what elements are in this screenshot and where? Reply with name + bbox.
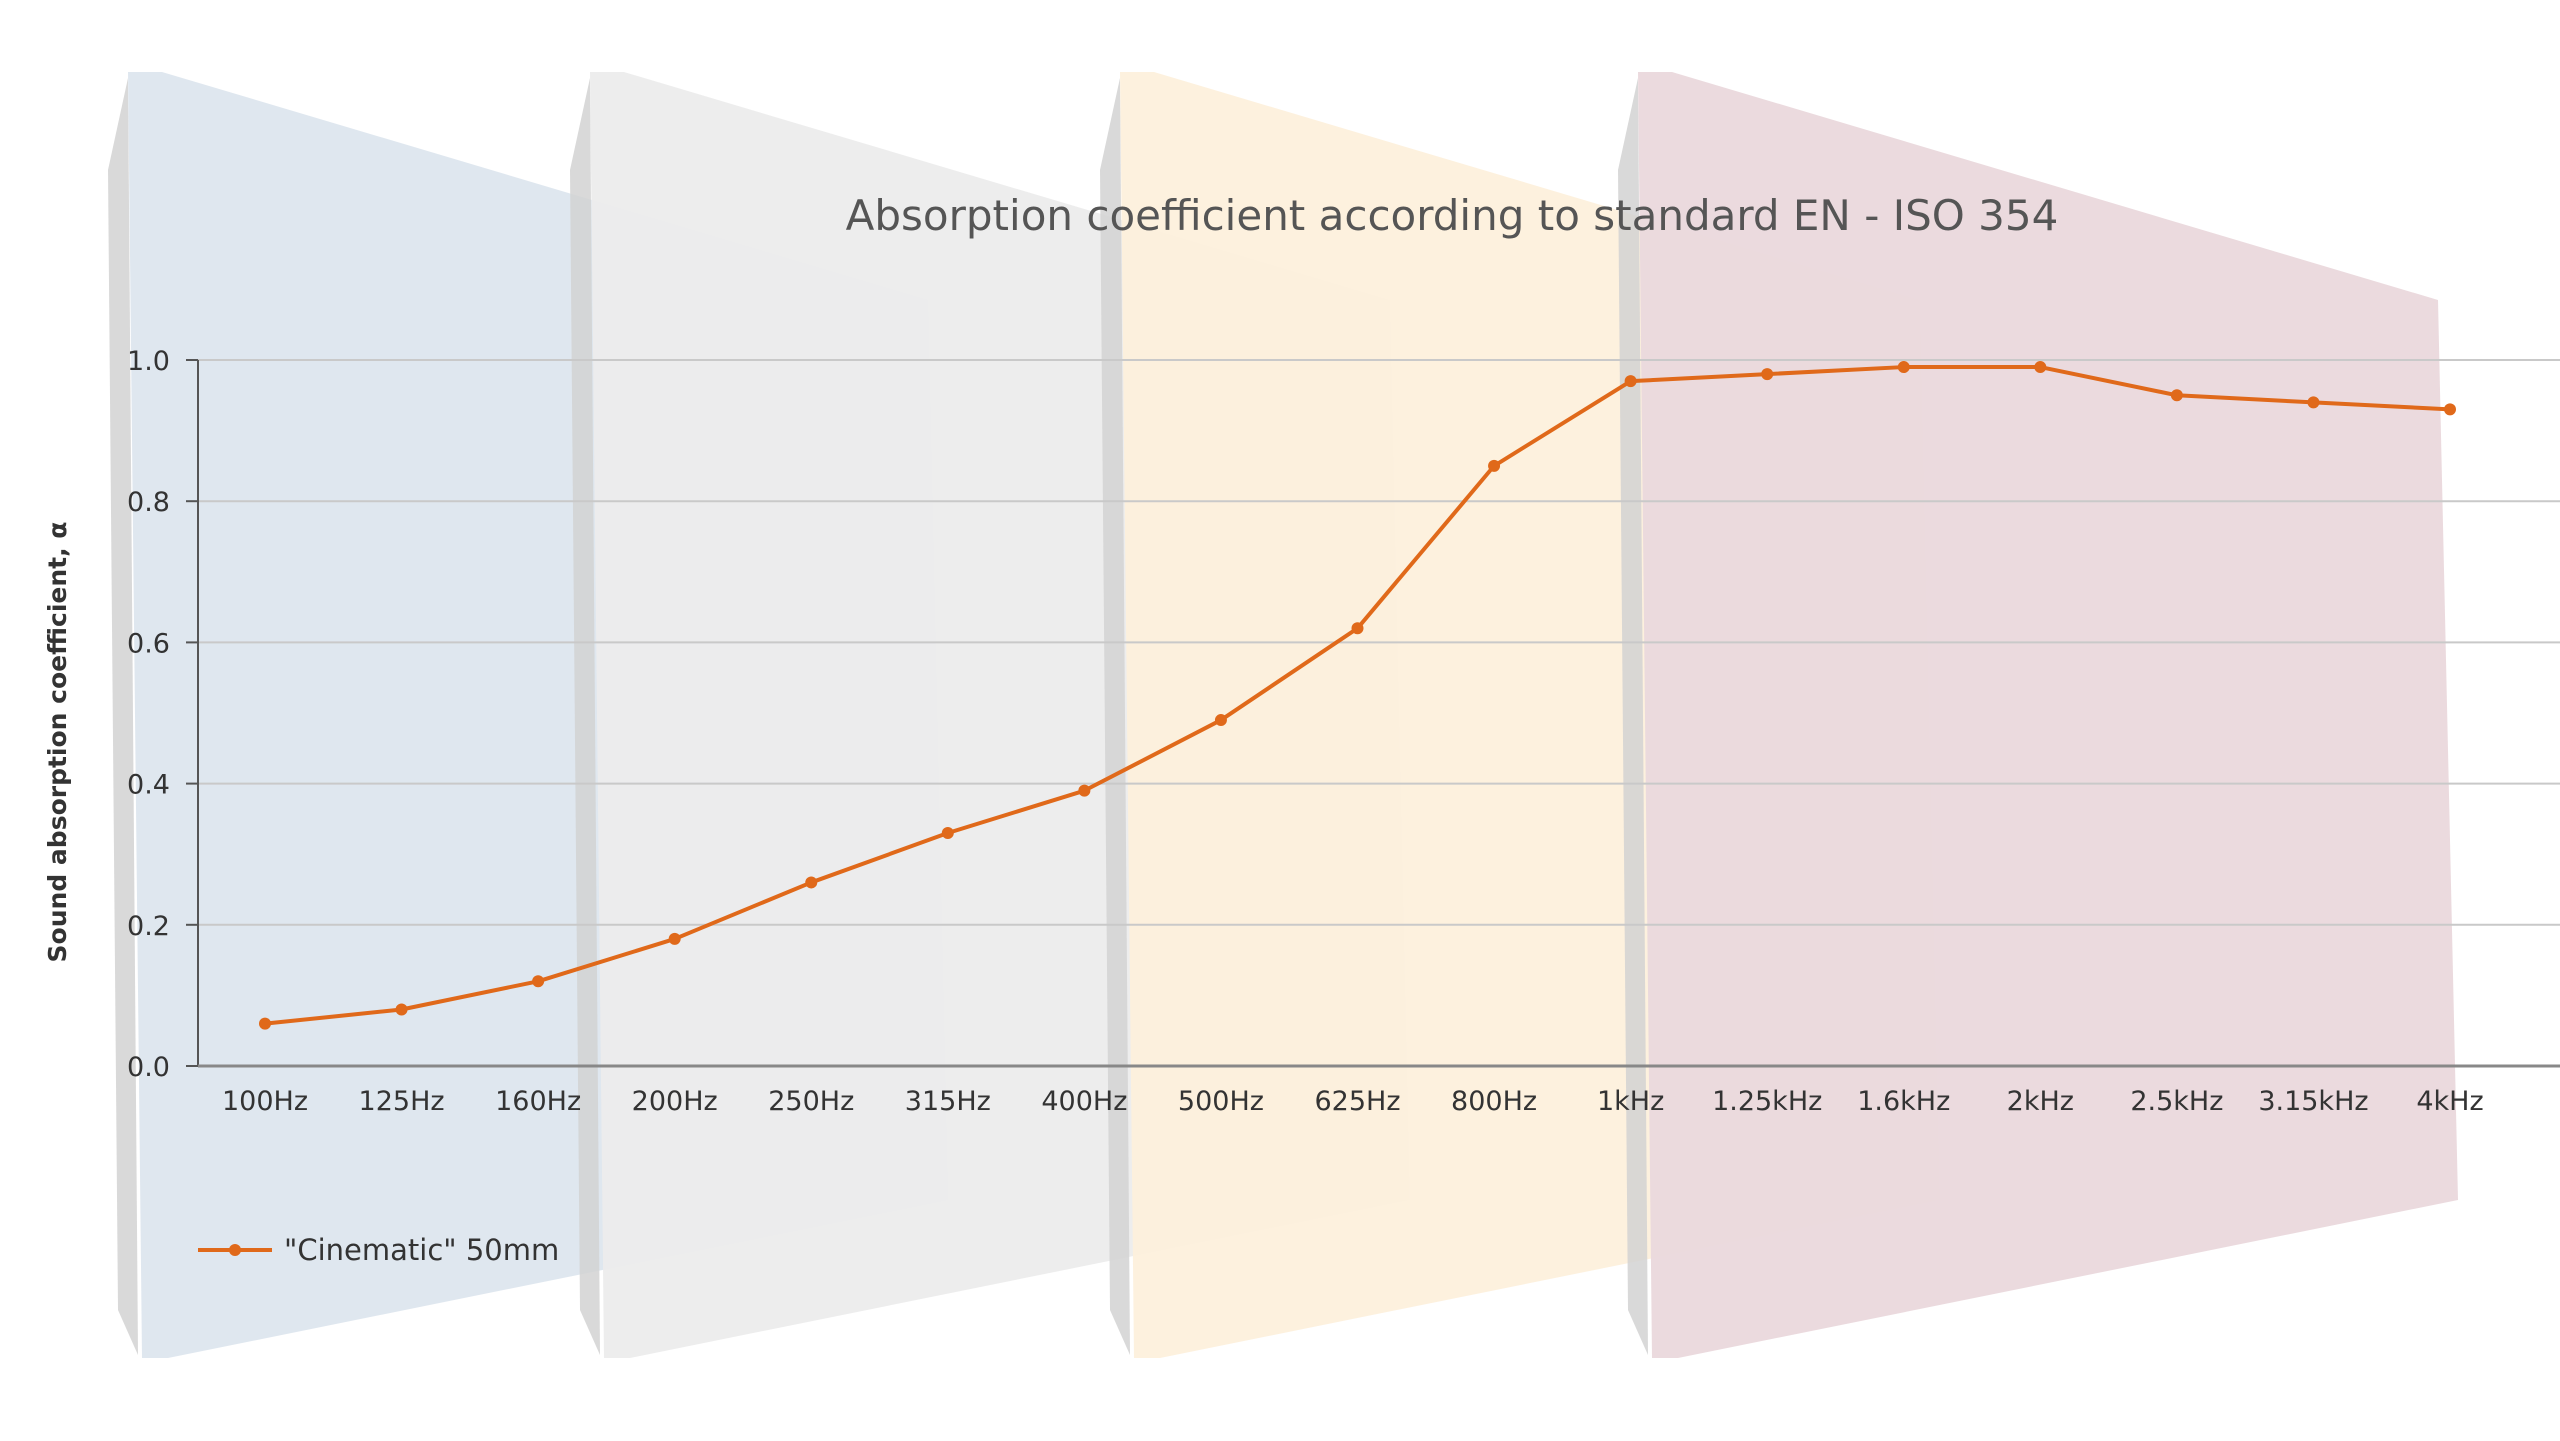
panel-edge [1100, 78, 1130, 1355]
x-tick-label: 2kHz [2007, 1086, 2074, 1117]
background-panel-4 [1638, 72, 2458, 1358]
x-tick-label: 2.5kHz [2130, 1086, 2223, 1117]
data-point [259, 1017, 271, 1030]
x-tick-label: 800Hz [1451, 1086, 1537, 1117]
axes [197, 360, 2560, 1068]
data-point [2034, 361, 2047, 374]
x-tick-label: 400Hz [1041, 1086, 1127, 1117]
panel-edge [570, 78, 600, 1355]
x-tick-label: 315Hz [905, 1086, 991, 1117]
x-tick-label: 1.25kHz [1712, 1086, 1822, 1117]
x-tick-label: 4kHz [2416, 1086, 2483, 1117]
panel-edge [1618, 78, 1648, 1355]
data-point [1624, 375, 1637, 388]
data-point [1897, 361, 1910, 374]
y-axis-label: Sound absorption coefficient, α [43, 522, 72, 963]
x-tick-label: 1kHz [1597, 1086, 1664, 1117]
data-point [1488, 459, 1501, 472]
data-point [1214, 714, 1227, 727]
y-tick-label: 0.6 [127, 628, 170, 659]
data-point [532, 975, 545, 988]
x-tick-label: 160Hz [495, 1086, 581, 1117]
y-tick-label: 1.0 [127, 346, 170, 377]
x-tick-label: 1.6kHz [1857, 1086, 1950, 1117]
legend: "Cinematic" 50mm [198, 1233, 559, 1267]
x-tick-label: 250Hz [768, 1086, 854, 1117]
x-tick-labels: 100Hz 125Hz 160Hz 200Hz 250Hz 315Hz 400Hz 500Hz… [222, 1086, 2484, 1117]
background-panels [108, 72, 2458, 1358]
x-tick-label: 3.15kHz [2258, 1086, 2368, 1117]
data-point [668, 932, 681, 945]
data-point [941, 827, 954, 840]
x-tick-label: 125Hz [359, 1086, 445, 1117]
data-point [1761, 368, 1774, 381]
x-tick-label: 200Hz [632, 1086, 718, 1117]
x-tick-label: 625Hz [1314, 1086, 1400, 1117]
x-tick-label: 100Hz [222, 1086, 308, 1117]
x-tick-label: 500Hz [1178, 1086, 1264, 1117]
y-tick-label: 0.0 [127, 1052, 170, 1083]
data-point [1351, 622, 1364, 635]
grid-lines [198, 359, 2560, 926]
series-layer [259, 361, 2456, 1030]
data-point [2444, 403, 2456, 416]
legend-marker [229, 1244, 241, 1256]
y-tick-labels: 0.0 0.2 0.4 0.6 0.8 1.0 [127, 346, 198, 1083]
y-tick-label: 0.2 [127, 911, 170, 942]
data-point [2170, 389, 2183, 402]
data-point [1078, 784, 1091, 797]
y-tick-label: 0.4 [127, 770, 170, 801]
chart-title: Absorption coefficient according to stan… [846, 191, 2059, 240]
y-tick-label: 0.8 [127, 487, 170, 518]
data-point [395, 1003, 408, 1016]
panel-edge [108, 78, 138, 1355]
legend-label[interactable]: "Cinematic" 50mm [284, 1233, 559, 1267]
data-point [805, 876, 818, 889]
data-point [2307, 396, 2320, 409]
